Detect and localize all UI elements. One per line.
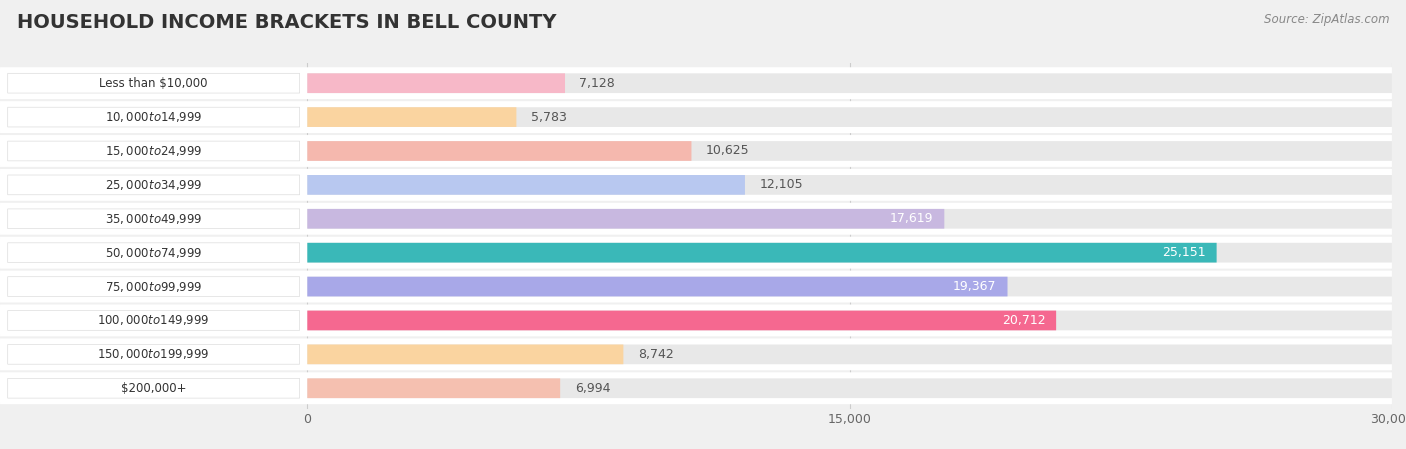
FancyBboxPatch shape	[308, 277, 1392, 296]
FancyBboxPatch shape	[308, 141, 692, 161]
FancyBboxPatch shape	[308, 73, 1392, 93]
FancyBboxPatch shape	[308, 277, 1008, 296]
Text: $200,000+: $200,000+	[121, 382, 187, 395]
Text: 7,128: 7,128	[579, 77, 616, 90]
FancyBboxPatch shape	[7, 243, 299, 263]
Text: 17,619: 17,619	[890, 212, 934, 225]
Text: $15,000 to $24,999: $15,000 to $24,999	[105, 144, 202, 158]
FancyBboxPatch shape	[308, 379, 560, 398]
FancyBboxPatch shape	[308, 209, 945, 229]
Text: 5,783: 5,783	[531, 110, 567, 123]
FancyBboxPatch shape	[0, 372, 1392, 404]
Text: Less than $10,000: Less than $10,000	[100, 77, 208, 90]
FancyBboxPatch shape	[0, 339, 1392, 370]
Text: $50,000 to $74,999: $50,000 to $74,999	[105, 246, 202, 260]
FancyBboxPatch shape	[308, 243, 1392, 263]
FancyBboxPatch shape	[7, 141, 299, 161]
FancyBboxPatch shape	[308, 243, 1216, 263]
FancyBboxPatch shape	[308, 379, 1392, 398]
Text: 20,712: 20,712	[1001, 314, 1045, 327]
FancyBboxPatch shape	[0, 271, 1392, 303]
Text: $35,000 to $49,999: $35,000 to $49,999	[105, 212, 202, 226]
Text: $100,000 to $149,999: $100,000 to $149,999	[97, 313, 209, 327]
FancyBboxPatch shape	[7, 277, 299, 296]
Text: 25,151: 25,151	[1163, 246, 1206, 259]
FancyBboxPatch shape	[7, 107, 299, 127]
FancyBboxPatch shape	[308, 311, 1392, 330]
Text: HOUSEHOLD INCOME BRACKETS IN BELL COUNTY: HOUSEHOLD INCOME BRACKETS IN BELL COUNTY	[17, 13, 557, 32]
FancyBboxPatch shape	[308, 73, 565, 93]
FancyBboxPatch shape	[0, 237, 1392, 269]
FancyBboxPatch shape	[308, 107, 1392, 127]
FancyBboxPatch shape	[308, 141, 1392, 161]
FancyBboxPatch shape	[308, 175, 745, 195]
FancyBboxPatch shape	[7, 311, 299, 330]
FancyBboxPatch shape	[0, 304, 1392, 336]
FancyBboxPatch shape	[0, 135, 1392, 167]
Text: $150,000 to $199,999: $150,000 to $199,999	[97, 348, 209, 361]
Text: 19,367: 19,367	[953, 280, 997, 293]
FancyBboxPatch shape	[308, 107, 516, 127]
FancyBboxPatch shape	[0, 203, 1392, 235]
Text: $10,000 to $14,999: $10,000 to $14,999	[105, 110, 202, 124]
FancyBboxPatch shape	[0, 67, 1392, 99]
FancyBboxPatch shape	[7, 209, 299, 229]
FancyBboxPatch shape	[7, 73, 299, 93]
FancyBboxPatch shape	[308, 209, 1392, 229]
Text: 6,994: 6,994	[575, 382, 610, 395]
FancyBboxPatch shape	[7, 379, 299, 398]
Text: $75,000 to $99,999: $75,000 to $99,999	[105, 280, 202, 294]
FancyBboxPatch shape	[7, 344, 299, 364]
FancyBboxPatch shape	[308, 344, 623, 364]
Text: 12,105: 12,105	[759, 178, 803, 191]
FancyBboxPatch shape	[7, 175, 299, 195]
Text: 8,742: 8,742	[638, 348, 673, 361]
FancyBboxPatch shape	[308, 175, 1392, 195]
FancyBboxPatch shape	[308, 344, 1392, 364]
FancyBboxPatch shape	[308, 311, 1056, 330]
Text: Source: ZipAtlas.com: Source: ZipAtlas.com	[1264, 13, 1389, 26]
Text: 10,625: 10,625	[706, 145, 749, 158]
FancyBboxPatch shape	[0, 101, 1392, 133]
Text: $25,000 to $34,999: $25,000 to $34,999	[105, 178, 202, 192]
FancyBboxPatch shape	[0, 169, 1392, 201]
